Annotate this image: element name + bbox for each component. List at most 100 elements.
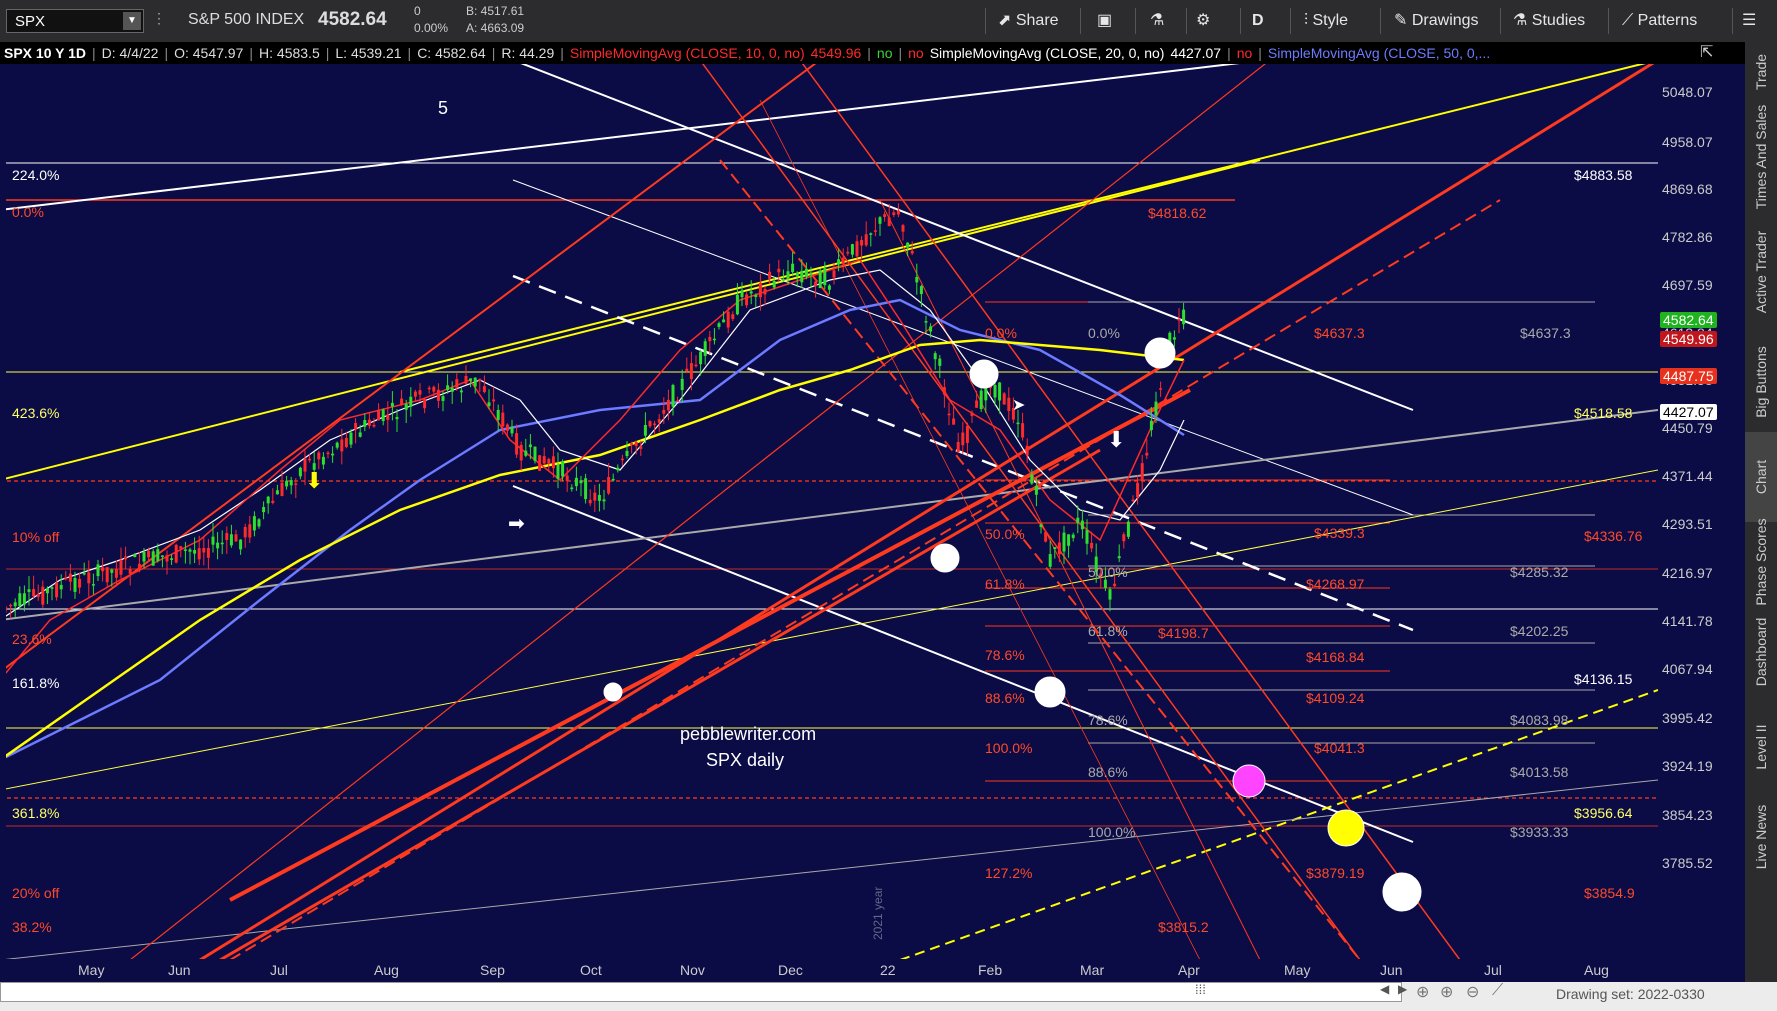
candle-body [1145, 452, 1149, 456]
sidebar-tab-chart[interactable]: Chart [1745, 432, 1777, 522]
candle-body [395, 417, 399, 420]
candle-body [538, 455, 542, 471]
symbol-input[interactable]: SPX ▼ [6, 9, 144, 33]
collapse-icon[interactable]: ⇱ [1700, 44, 1714, 61]
candle-body [179, 546, 183, 549]
price-tick-label: 4958.07 [1662, 134, 1713, 150]
candle-body [188, 549, 192, 552]
candle-body [119, 560, 123, 575]
candle-body [197, 548, 201, 560]
candle-body [938, 358, 942, 366]
candle-body [740, 290, 744, 298]
level-label-right: $4883.58 [1574, 167, 1633, 183]
candle-body [657, 419, 661, 423]
horizontal-scrollbar[interactable] [0, 982, 1402, 1002]
crosshair-icon[interactable]: ⊕ [1416, 984, 1430, 1001]
candle-body [1140, 463, 1144, 480]
style-button[interactable]: ⫶ Style [1304, 12, 1349, 29]
candle-body [758, 282, 762, 298]
candle-body [1117, 556, 1121, 559]
period-button[interactable]: D [1252, 12, 1264, 29]
net-change: 0 [414, 4, 421, 18]
candle-body [505, 424, 509, 431]
sidebar-tab-phase-scores[interactable]: Phase Scores [1753, 518, 1769, 606]
sidebar-tab-trade[interactable]: Trade [1753, 53, 1769, 91]
level-label-right: $4518.58 [1574, 405, 1633, 421]
drawings-button[interactable]: ✎ Drawings [1394, 12, 1479, 29]
scroll-grip-icon[interactable]: ⁞⁞⁞ [1195, 982, 1206, 997]
candle-body [795, 272, 799, 277]
candle-body [50, 587, 54, 589]
candle-body [1071, 534, 1075, 539]
info-close: C: 4582.64 [417, 45, 486, 61]
share-button[interactable]: ⬈ Share [998, 12, 1059, 29]
candle-body [611, 478, 615, 481]
price-tick-label: 4293.51 [1662, 516, 1713, 532]
screenshot-button[interactable]: ▣ [1097, 0, 1112, 42]
candle-body [36, 593, 40, 597]
candle-body [478, 378, 482, 382]
level-label-gray: $3933.33 [1510, 824, 1569, 840]
candle-body [1044, 531, 1048, 542]
sidebar-tab-level-ii[interactable]: Level II [1753, 724, 1769, 770]
sma50-label[interactable]: SimpleMovingAvg (CLOSE, 50, 0,... [1267, 45, 1491, 61]
target-circle [1034, 676, 1066, 708]
patterns-button[interactable]: ⟋ Patterns [1622, 12, 1698, 29]
chevron-down-icon[interactable]: ▼ [123, 12, 141, 30]
candle-body [712, 338, 716, 341]
menu-button[interactable]: ☰ [1742, 0, 1756, 42]
sidebar-tab-dashboard[interactable]: Dashboard [1753, 617, 1769, 687]
flask-button[interactable]: ⚗ [1150, 0, 1164, 42]
candle-body [1057, 542, 1061, 555]
red-channel [130, 64, 1266, 959]
chart-info-bar: SPX 10 Y 1D | D: 4/4/22 | O: 4547.97 | H: 4583… [0, 42, 1745, 64]
chart-plot-area[interactable]: ⬇ ➡ ➤ ⬇ 224.0% 0.0% 423.6% 10% off 23.6% 161.8% 36… [6, 64, 1658, 959]
sma10-label[interactable]: SimpleMovingAvg (CLOSE, 10, 0, no) [569, 45, 805, 61]
candle-body [556, 464, 560, 479]
candle-body [271, 500, 275, 503]
candle-body [998, 382, 1002, 401]
time-tick-label: Oct [580, 962, 602, 978]
sidebar-tab-times-and-sales[interactable]: Times And Sales [1753, 104, 1769, 210]
candle-body [41, 586, 45, 605]
level-label-red: $3854.9 [1584, 885, 1635, 901]
candle-body [492, 399, 496, 402]
scroll-right-icon[interactable]: ▶ [1398, 982, 1408, 996]
fib-label-left: 361.8% [12, 805, 59, 821]
price-chart[interactable]: ⬇ ➡ ➤ ⬇ 224.0% 0.0% 423.6% 10% off 23.6% 161.8% 36… [6, 64, 1658, 959]
candle-body [993, 385, 997, 398]
candle-body [455, 379, 459, 388]
symbol-description: S&P 500 INDEX [188, 11, 305, 28]
link-icon[interactable]: ⋮ [152, 10, 166, 26]
zoom-in-icon[interactable]: ⊕ [1440, 984, 1454, 1001]
fib-label-left: 38.2% [12, 919, 52, 935]
candle-body [1154, 401, 1158, 416]
candle-body [1053, 547, 1057, 550]
menu-icon: ☰ [1742, 12, 1757, 29]
candle-body [367, 419, 371, 426]
candle-body [358, 432, 362, 437]
sidebar-tab-big-buttons[interactable]: Big Buttons [1753, 346, 1769, 418]
candle-body [607, 477, 611, 494]
candle-body [906, 242, 910, 248]
candle-body [59, 584, 63, 590]
sidebar-tab-live-news[interactable]: Live News [1753, 804, 1769, 870]
sidebar-tab-active-trader[interactable]: Active Trader [1753, 230, 1769, 314]
candle-body [101, 567, 105, 572]
level-label-red: $3815.2 [1158, 919, 1209, 935]
scroll-left-icon[interactable]: ◀ [1380, 982, 1390, 996]
drawing-tool-icon[interactable]: ⟋ [1492, 982, 1504, 999]
zoom-out-icon[interactable]: ⊖ [1466, 984, 1480, 1001]
candle-body [68, 573, 72, 582]
sma20-label[interactable]: SimpleMovingAvg (CLOSE, 20, 0, no) [929, 45, 1165, 61]
red-channel [759, 99, 1200, 959]
candle-body [349, 432, 353, 445]
studies-button[interactable]: ⚗ Studies [1513, 12, 1586, 29]
time-tick-label: 22 [880, 962, 896, 978]
candle-body [257, 519, 261, 527]
settings-button[interactable]: ⚙ [1196, 0, 1210, 42]
candle-body [901, 225, 905, 232]
candle-body [18, 593, 22, 607]
candle-body [542, 456, 546, 464]
candle-body [699, 351, 703, 365]
